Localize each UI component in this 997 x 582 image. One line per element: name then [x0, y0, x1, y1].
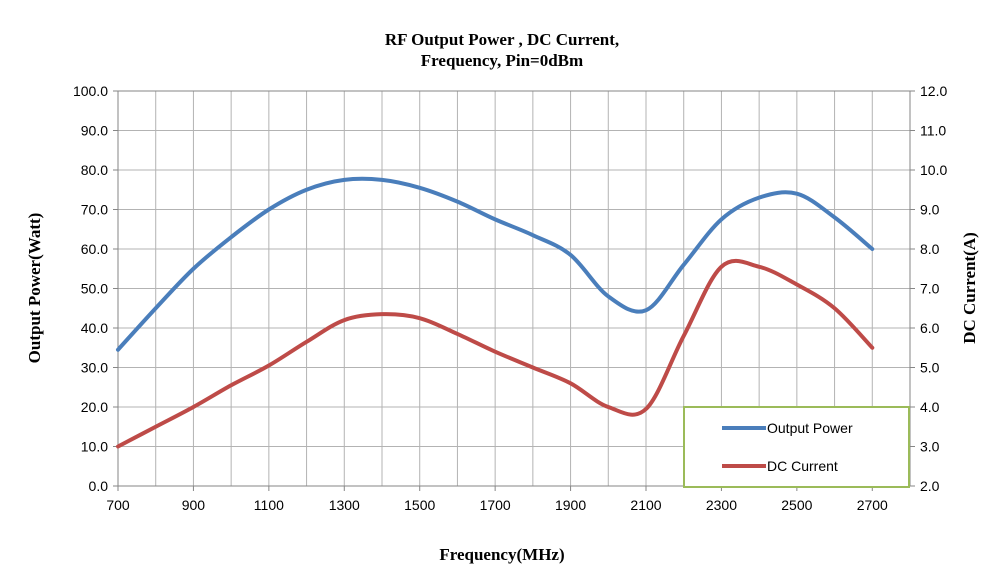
series-lines [116, 176, 875, 449]
y2-tick-label: 3.0 [920, 439, 940, 455]
y2-axis-ticks: 2.0 3.0 4.0 5.0 6.0 7.0 8.0 9.0 10.0 11.0 12.0 [910, 83, 947, 494]
y-tick-label: 40.0 [81, 320, 108, 336]
y2-tick-label: 2.0 [920, 478, 940, 494]
y-tick-label: 60.0 [81, 241, 108, 257]
y-axis-ticks: 0.0 10.0 20.0 30.0 40.0 50.0 60.0 70.0 80.0 90.0 1… [73, 83, 118, 494]
y2-tick-label: 7.0 [920, 281, 940, 297]
y-axis-title: Output Power(Watt) [25, 213, 44, 364]
y2-tick-label: 11.0 [920, 123, 946, 139]
y2-tick-label: 12.0 [920, 83, 947, 99]
x-tick-label: 2700 [857, 497, 888, 513]
y-tick-label: 70.0 [81, 202, 108, 218]
legend-label-output-power: Output Power [767, 420, 853, 436]
y-tick-label: 90.0 [81, 123, 108, 139]
y2-tick-label: 4.0 [920, 399, 940, 415]
y-tick-label: 80.0 [81, 162, 108, 178]
x-tick-label: 1900 [555, 497, 586, 513]
y2-axis-title: DC Current(A) [960, 232, 979, 344]
y-tick-label: 50.0 [81, 281, 108, 297]
x-tick-label: 1500 [404, 497, 435, 513]
legend-label-dc-current: DC Current [767, 458, 838, 474]
y-tick-label: 100.0 [73, 83, 108, 99]
x-tick-label: 700 [106, 497, 130, 513]
x-tick-label: 1300 [329, 497, 360, 513]
y2-tick-label: 10.0 [920, 162, 947, 178]
y-tick-label: 30.0 [81, 360, 108, 376]
x-tick-label: 1700 [480, 497, 511, 513]
y-tick-label: 20.0 [81, 399, 108, 415]
y2-tick-label: 5.0 [920, 360, 940, 376]
chart-title-line-1: RF Output Power , DC Current, [385, 30, 619, 49]
chart-title-line-2: Frequency, Pin=0dBm [421, 51, 583, 70]
legend-box [683, 406, 910, 488]
y2-tick-label: 6.0 [920, 320, 940, 336]
x-tick-label: 900 [182, 497, 206, 513]
x-axis-ticks: 700 900 1100 1300 1500 1700 1900 2100 2300 2500 27… [106, 486, 888, 513]
x-tick-label: 2100 [630, 497, 661, 513]
series-line-output-power [116, 176, 875, 352]
legend: Output Power DC Current [683, 406, 910, 488]
y-tick-label: 10.0 [81, 439, 108, 455]
x-tick-label: 2300 [706, 497, 737, 513]
y2-tick-label: 8.0 [920, 241, 940, 257]
x-tick-label: 1100 [254, 497, 284, 513]
y2-tick-label: 9.0 [920, 202, 940, 218]
y-tick-label: 0.0 [89, 478, 109, 494]
x-axis-title: Frequency(MHz) [439, 545, 564, 564]
series-line-dc-current [116, 258, 875, 449]
x-tick-label: 2500 [781, 497, 812, 513]
